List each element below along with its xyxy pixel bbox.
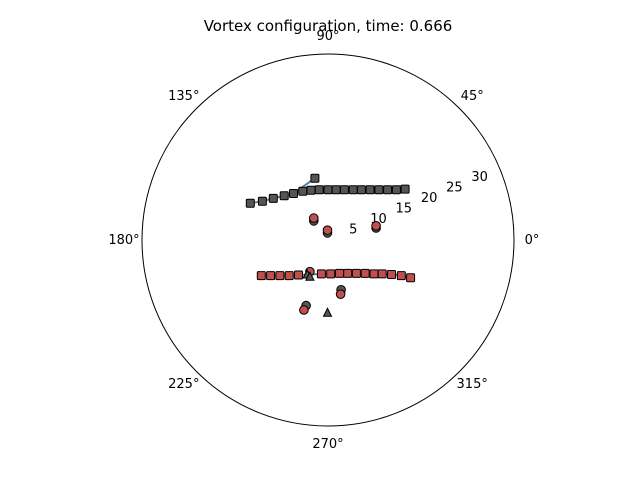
square-marker-0-8 <box>323 185 333 195</box>
angle-tick-315: 315° <box>457 377 488 392</box>
circle-marker-3-1 <box>322 225 333 235</box>
square-marker-1-11 <box>369 269 379 279</box>
circle-marker-3-2 <box>371 221 381 231</box>
square-marker-1-0 <box>256 271 266 281</box>
angle-tick-labels: 0° 45° 90° 135° 180° 225° 270° 315° <box>108 29 539 452</box>
square-marker-1-14 <box>396 271 406 281</box>
vortex-markers <box>245 173 416 317</box>
angle-tick-0: 0° <box>525 233 540 248</box>
square-marker-0-11 <box>348 185 358 195</box>
square-marker-0-3 <box>279 191 289 201</box>
square-marker-1-10 <box>360 268 370 278</box>
square-marker-0-16 <box>391 185 401 195</box>
radial-tick-15: 15 <box>396 202 413 217</box>
angle-tick-180: 180° <box>108 233 139 248</box>
square-marker-0-18 <box>310 173 320 183</box>
angle-tick-225: 225° <box>168 377 199 392</box>
circle-marker-3-4 <box>299 305 309 315</box>
square-marker-0-2 <box>268 193 278 203</box>
square-marker-0-5 <box>298 186 308 196</box>
square-marker-1-12 <box>377 269 387 279</box>
circle-marker-3-0 <box>309 213 319 223</box>
square-marker-1-7 <box>335 268 344 278</box>
square-marker-0-0 <box>245 198 255 208</box>
circle-marker-3-3 <box>335 289 346 300</box>
radial-tick-5: 5 <box>349 223 357 238</box>
square-marker-1-13 <box>387 270 396 279</box>
angle-tick-45: 45° <box>461 89 484 104</box>
square-marker-1-15 <box>406 273 416 283</box>
square-marker-0-1 <box>257 196 267 206</box>
square-marker-0-7 <box>314 185 324 195</box>
square-marker-0-14 <box>374 185 384 195</box>
square-marker-0-10 <box>339 185 349 195</box>
angle-tick-270: 270° <box>312 437 343 452</box>
square-marker-1-5 <box>316 269 326 279</box>
radial-tick-30: 30 <box>471 170 488 185</box>
square-marker-1-8 <box>343 268 353 278</box>
polar-frame <box>141 53 515 427</box>
angle-tick-90: 90° <box>316 29 339 44</box>
radial-tick-20: 20 <box>421 191 438 206</box>
square-marker-0-12 <box>356 185 366 195</box>
square-marker-0-15 <box>383 185 393 195</box>
square-marker-1-6 <box>326 269 336 279</box>
triangle-marker-4-2 <box>322 307 333 317</box>
square-marker-1-4 <box>294 270 303 280</box>
square-marker-0-4 <box>289 189 298 198</box>
square-marker-0-9 <box>331 185 341 195</box>
square-marker-1-2 <box>275 271 285 281</box>
square-marker-0-6 <box>306 185 316 195</box>
square-marker-1-1 <box>266 271 276 281</box>
square-marker-0-13 <box>365 185 375 195</box>
square-marker-0-17 <box>400 184 410 194</box>
square-marker-1-9 <box>351 268 361 278</box>
square-marker-1-3 <box>284 271 294 281</box>
radial-tick-25: 25 <box>446 181 463 196</box>
chart-title: Vortex configuration, time: 0.666 <box>204 17 453 35</box>
angle-tick-135: 135° <box>168 89 199 104</box>
triangle-marker-4-1 <box>305 271 315 281</box>
